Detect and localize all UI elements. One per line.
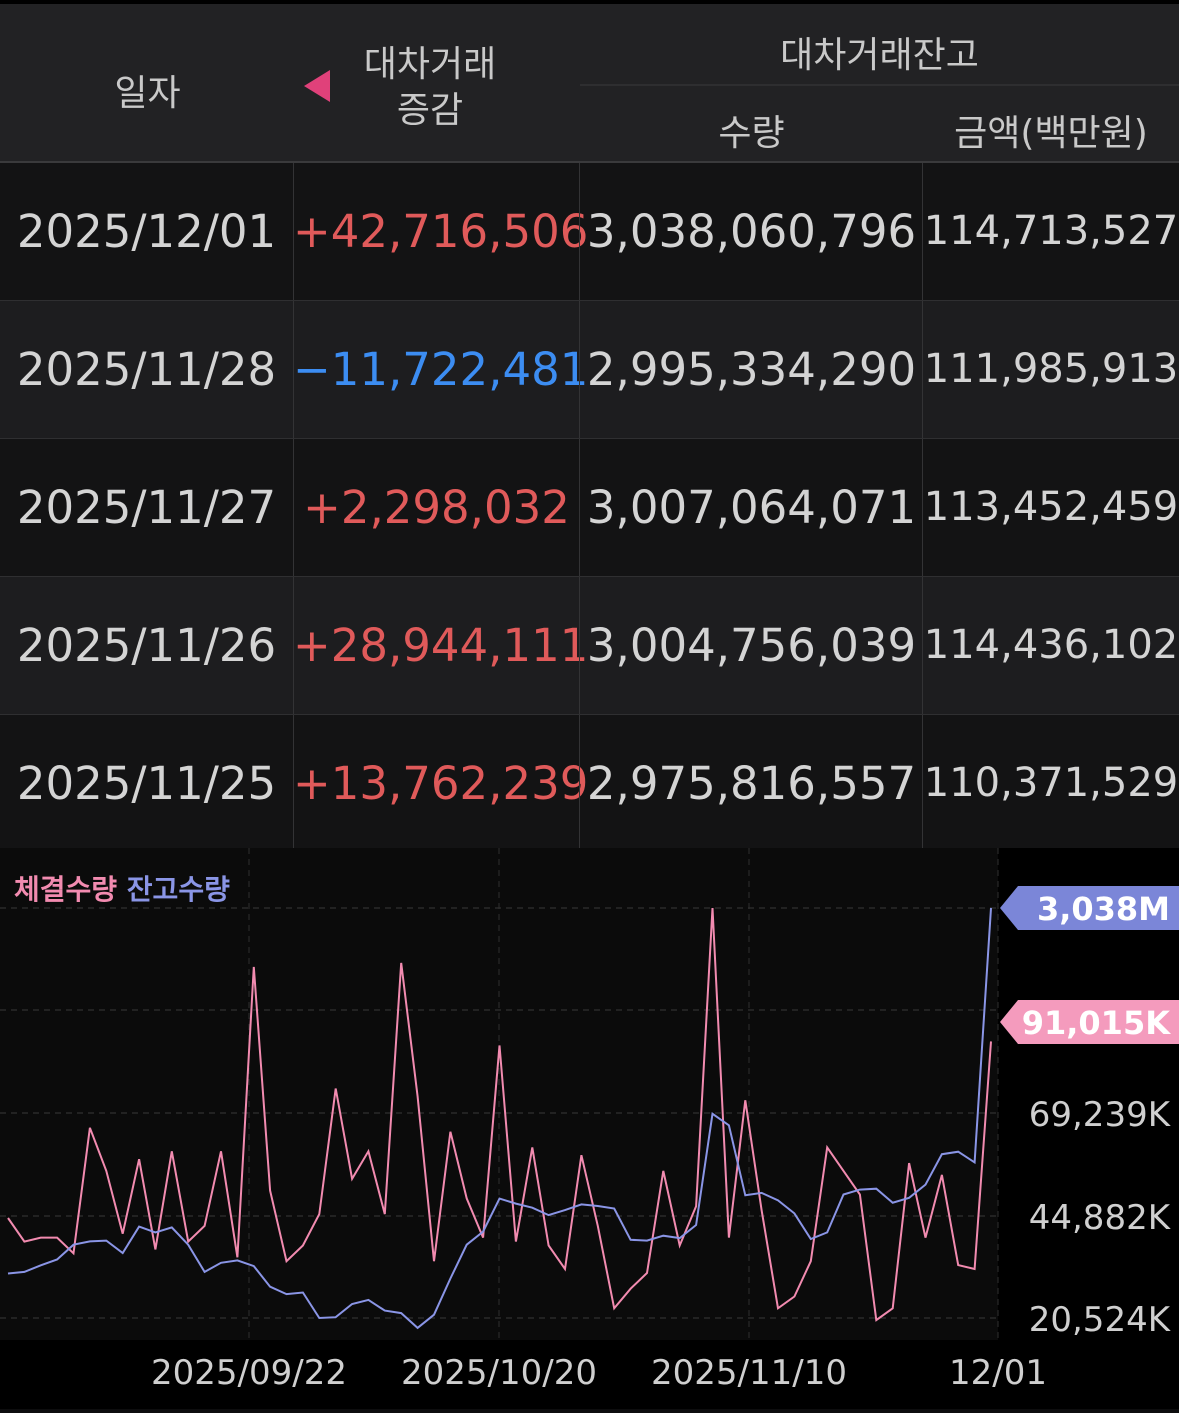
y-tick-label: 69,239K (1029, 1095, 1172, 1135)
column-divider (293, 301, 294, 438)
y-tick-label: 20,524K (1029, 1300, 1172, 1340)
legend-exec: 체결수량 (14, 873, 118, 906)
sort-left-arrow-icon[interactable] (304, 70, 330, 102)
row-change: +28,944,111 (293, 619, 589, 672)
table-row[interactable]: 2025/11/26 +28,944,111 3,004,756,039 114… (0, 577, 1179, 715)
column-divider (922, 439, 923, 576)
row-amount: 114,713,527 (923, 208, 1179, 254)
column-divider (293, 715, 294, 852)
row-date: 2025/11/28 (16, 343, 277, 396)
header-date[interactable]: 일자 (114, 73, 181, 114)
y-axis-area (998, 848, 1179, 1409)
row-date: 2025/11/25 (16, 757, 277, 810)
value-badge: 91,015K (1000, 1000, 1179, 1044)
legend-balance: 잔고수량 (126, 873, 230, 906)
row-change: +42,716,506 (293, 205, 589, 258)
column-divider (922, 577, 923, 714)
trend-chart[interactable]: 69,239K 44,882K 20,524K 2025/09/22 2025/10/… (0, 848, 1179, 1409)
row-quantity: 3,007,064,071 (586, 481, 917, 534)
table-row[interactable]: 2025/11/28 −11,722,481 2,995,334,290 111… (0, 301, 1179, 439)
row-amount: 114,436,102 (923, 622, 1179, 668)
row-amount: 113,452,459 (923, 484, 1179, 530)
column-divider (293, 439, 294, 576)
table-row[interactable]: 2025/11/27 +2,298,032 3,007,064,071 113,… (0, 439, 1179, 577)
series-line-exec (7, 907, 992, 1322)
header-change-line2: 증감 (396, 90, 464, 131)
y-tick-label: 44,882K (1029, 1198, 1172, 1238)
row-quantity: 2,995,334,290 (586, 343, 917, 396)
column-divider (922, 301, 923, 438)
header-change-line1: 대차거래 (363, 44, 497, 85)
column-divider (293, 163, 294, 300)
row-quantity: 3,038,060,796 (586, 205, 917, 258)
header-divider (580, 84, 1179, 86)
header-amount[interactable]: 금액(백만원) (954, 113, 1148, 154)
row-change: +2,298,032 (303, 481, 570, 534)
value-badges: 3,038M 91,015K (1000, 886, 1179, 1044)
badge-shape (1000, 1000, 1179, 1044)
x-axis: 2025/09/22 2025/10/20 2025/11/10 12/01 (151, 1353, 1047, 1393)
column-divider (579, 163, 580, 300)
chart-grid (0, 848, 999, 1340)
row-date: 2025/12/01 (16, 205, 277, 258)
x-tick-label: 2025/10/20 (401, 1353, 597, 1393)
table-header: 일자 대차거래 증감 대차거래잔고 수량 금액(백만원) (0, 4, 1179, 163)
row-amount: 110,371,529 (923, 760, 1179, 806)
column-divider (579, 301, 580, 438)
row-change: +13,762,239 (293, 757, 589, 810)
series-line-balance (7, 907, 992, 1330)
y-axis: 69,239K 44,882K 20,524K (1029, 1095, 1172, 1340)
row-quantity: 2,975,816,557 (586, 757, 917, 810)
badge-label: 3,038M (1037, 890, 1170, 928)
column-divider (922, 715, 923, 852)
table-row[interactable]: 2025/11/25 +13,762,239 2,975,816,557 110… (0, 715, 1179, 853)
row-change: −11,722,481 (293, 343, 589, 396)
chart-series (7, 907, 992, 1330)
value-badge: 3,038M (1000, 886, 1179, 930)
header-change[interactable]: 대차거래 증감 (330, 42, 530, 134)
x-tick-label: 12/01 (949, 1353, 1047, 1393)
table-row[interactable]: 2025/12/01 +42,716,506 3,038,060,796 114… (0, 163, 1179, 301)
row-date: 2025/11/27 (16, 481, 277, 534)
header-quantity[interactable]: 수량 (718, 113, 785, 154)
top-border (0, 0, 1179, 4)
column-divider (579, 439, 580, 576)
header-balance: 대차거래잔고 (780, 35, 979, 76)
x-tick-label: 2025/11/10 (651, 1353, 847, 1393)
column-divider (922, 163, 923, 300)
column-divider (579, 577, 580, 714)
badge-label: 91,015K (1022, 1004, 1171, 1042)
badge-shape (1000, 886, 1179, 930)
row-date: 2025/11/26 (16, 619, 277, 672)
x-tick-label: 2025/09/22 (151, 1353, 347, 1393)
column-divider (293, 577, 294, 714)
row-quantity: 3,004,756,039 (586, 619, 917, 672)
row-amount: 111,985,913 (923, 346, 1179, 392)
lending-table: 2025/12/01 +42,716,506 3,038,060,796 114… (0, 163, 1179, 853)
chart-canvas[interactable]: 69,239K 44,882K 20,524K 2025/09/22 2025/10/… (0, 848, 1179, 1409)
column-divider (579, 715, 580, 852)
chart-legend: 체결수량 잔고수량 (14, 868, 230, 908)
